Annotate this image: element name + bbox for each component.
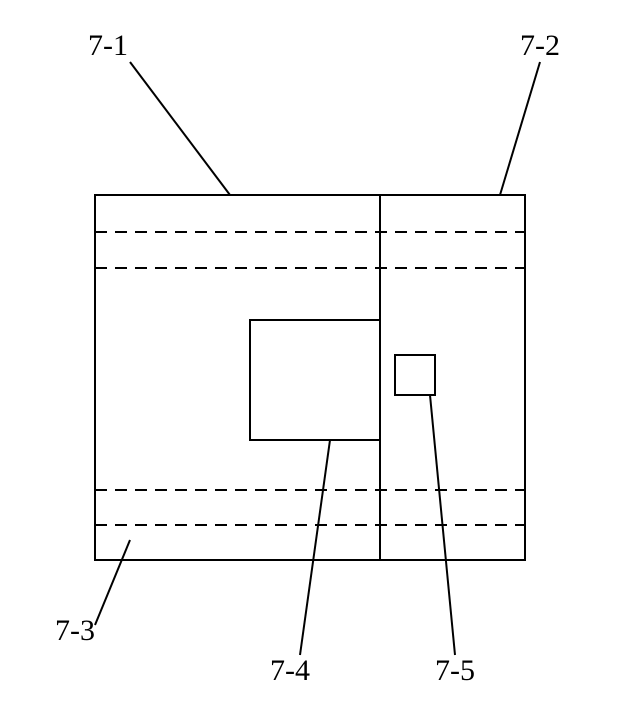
label-l73: 7-3 — [55, 614, 95, 647]
inner-rect-large — [250, 320, 380, 440]
label-l75: 7-5 — [435, 654, 475, 687]
label-l74: 7-4 — [270, 654, 310, 687]
inner-rect-small — [395, 355, 435, 395]
label-l72: 7-2 — [520, 29, 560, 62]
label-l71: 7-1 — [88, 29, 128, 62]
